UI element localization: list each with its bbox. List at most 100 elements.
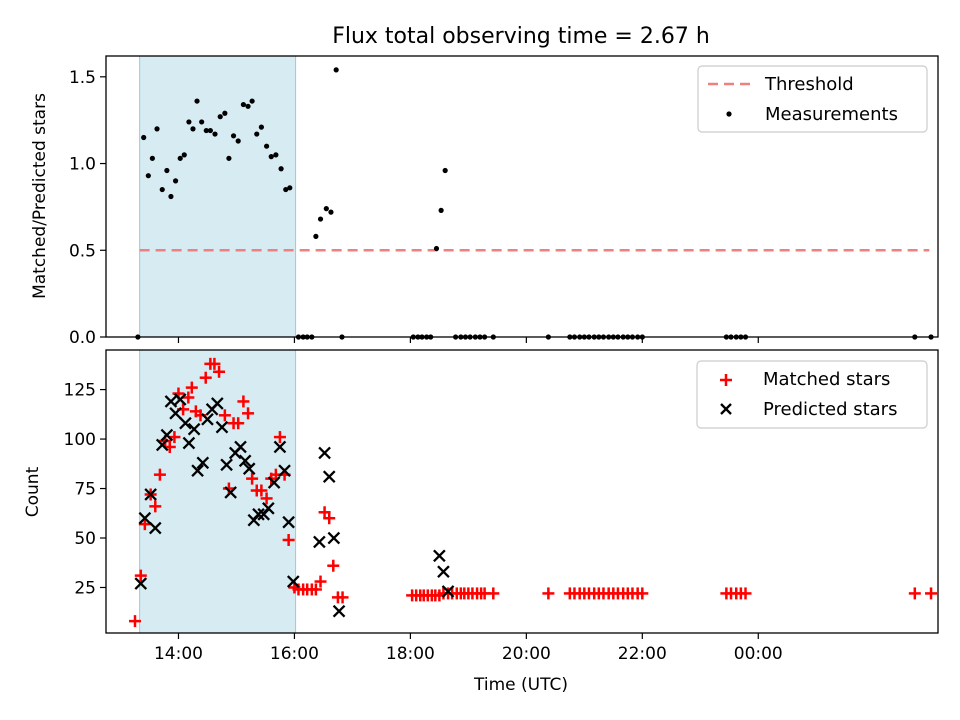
matched-star-point	[232, 417, 245, 430]
measurement-point	[159, 186, 165, 193]
chart-title: Flux total observing time = 2.67 h	[332, 24, 710, 49]
matched-star-point	[182, 391, 195, 404]
matched-star-point	[185, 381, 198, 394]
measurement-point	[235, 138, 241, 144]
x-tick-label: 22:00	[618, 644, 667, 664]
measurement-point	[141, 134, 147, 141]
measurement-point	[249, 98, 255, 104]
predicted-star-point	[191, 464, 204, 478]
matched-star-point	[199, 371, 212, 384]
matched-star-point	[246, 472, 259, 485]
predicted-star-point	[322, 470, 336, 483]
predicted-star-point	[332, 604, 346, 618]
top-axes-frame	[105, 55, 939, 338]
predicted-star-point	[327, 531, 341, 545]
measurement-point	[149, 155, 155, 161]
predicted-star-point	[437, 565, 450, 578]
y-tick-label: 1.5	[69, 68, 96, 88]
matched-star-point	[323, 512, 336, 525]
measurement-point	[442, 167, 448, 174]
measurement-point	[212, 131, 218, 137]
matched-star-point	[218, 409, 231, 422]
matched-star-point	[208, 357, 221, 370]
measurement-point	[194, 98, 200, 104]
predicted-star-point	[238, 454, 252, 468]
measurement-point	[186, 119, 192, 125]
matched-star-point	[222, 482, 235, 495]
y-tick-label: 125	[64, 381, 96, 401]
matched-star-point	[327, 559, 340, 572]
predicted-star-point	[286, 575, 300, 588]
legend-threshold-label: Threshold	[764, 74, 854, 95]
measurement-point	[230, 133, 237, 139]
matched-star-point	[153, 468, 166, 481]
observing-window-shade	[139, 55, 297, 338]
predicted-star-point	[313, 535, 326, 549]
matched-star-point	[309, 583, 322, 596]
measurement-point	[199, 119, 205, 125]
measurement-point	[240, 101, 247, 108]
count-panel: 25 50 75 100 125 14:00 16:00 18:00 20:00 22:00 00…	[23, 349, 939, 695]
predicted-star-point	[144, 488, 157, 501]
x-tick-label: 16:00	[270, 644, 319, 664]
y-tick-label: 0.0	[69, 328, 96, 348]
predicted-star-point	[262, 502, 275, 515]
x-tick-label: 18:00	[386, 644, 435, 664]
measurement-point	[313, 233, 319, 239]
measurement-point	[287, 185, 293, 191]
measurement-point	[145, 173, 151, 179]
measurement-point	[273, 152, 279, 158]
ratio-panel: 0.0 0.5 1.0 1.5 Matched/Predicted stars Thr…	[30, 55, 939, 348]
measurement-point	[172, 178, 179, 184]
top-y-axis: 0.0 0.5 1.0 1.5	[69, 68, 106, 348]
measurement-point	[164, 167, 170, 174]
legend-measurements-label: Measurements	[765, 104, 898, 125]
bottom-legend-box	[696, 360, 928, 429]
predicted-star-point	[433, 549, 446, 563]
predicted-star-point	[224, 486, 237, 499]
measurement-point	[226, 155, 232, 161]
legend-matched-label: Matched stars	[763, 369, 890, 390]
predicted-star-point	[169, 407, 182, 420]
bottom-x-axis: 14:00 16:00 18:00 20:00 22:00 00:00	[154, 633, 783, 664]
matched-star-point	[134, 569, 147, 582]
matched-star-point	[149, 500, 162, 513]
predicted-star-point	[441, 585, 455, 598]
predicted-star-point	[148, 521, 162, 535]
legend-predicted-label: Predicted stars	[763, 399, 897, 420]
measurement-point	[190, 126, 196, 132]
predicted-star-point	[234, 440, 247, 454]
legend-predicted-swatch	[720, 403, 732, 415]
measurement-point	[207, 127, 213, 134]
measurement-point	[323, 206, 329, 212]
measurement-point	[254, 131, 260, 137]
predicted-star-point	[273, 440, 287, 454]
predicted-star-point	[138, 511, 152, 525]
y-tick-label: 50	[74, 529, 96, 549]
matched-star-point	[213, 365, 226, 378]
top-x-axis	[177, 337, 759, 343]
predicted-star-point	[215, 420, 229, 434]
measurement-point	[258, 124, 264, 130]
predicted-star-point	[252, 507, 265, 521]
measurement-point	[203, 127, 209, 134]
top-legend: Threshold Measurements	[697, 65, 928, 133]
measurement-point	[154, 126, 160, 132]
y-tick-label: 25	[74, 578, 96, 598]
measurement-point	[177, 155, 183, 161]
legend-measurements-swatch	[726, 111, 732, 117]
matched-star-point	[128, 615, 141, 628]
matched-star-point	[242, 407, 255, 420]
predicted-star-point	[201, 412, 214, 426]
predicted-star-point	[173, 393, 187, 406]
measurement-point	[333, 67, 339, 73]
x-tick-label: 14:00	[154, 644, 203, 664]
matched-star-point	[255, 484, 268, 497]
matched-star-point	[739, 587, 752, 600]
matched-star-point	[336, 591, 349, 604]
x-tick-label: 20:00	[502, 644, 551, 664]
matched-star-point	[314, 575, 327, 588]
observing-window-shade	[139, 349, 297, 634]
measurement-point	[278, 166, 284, 172]
